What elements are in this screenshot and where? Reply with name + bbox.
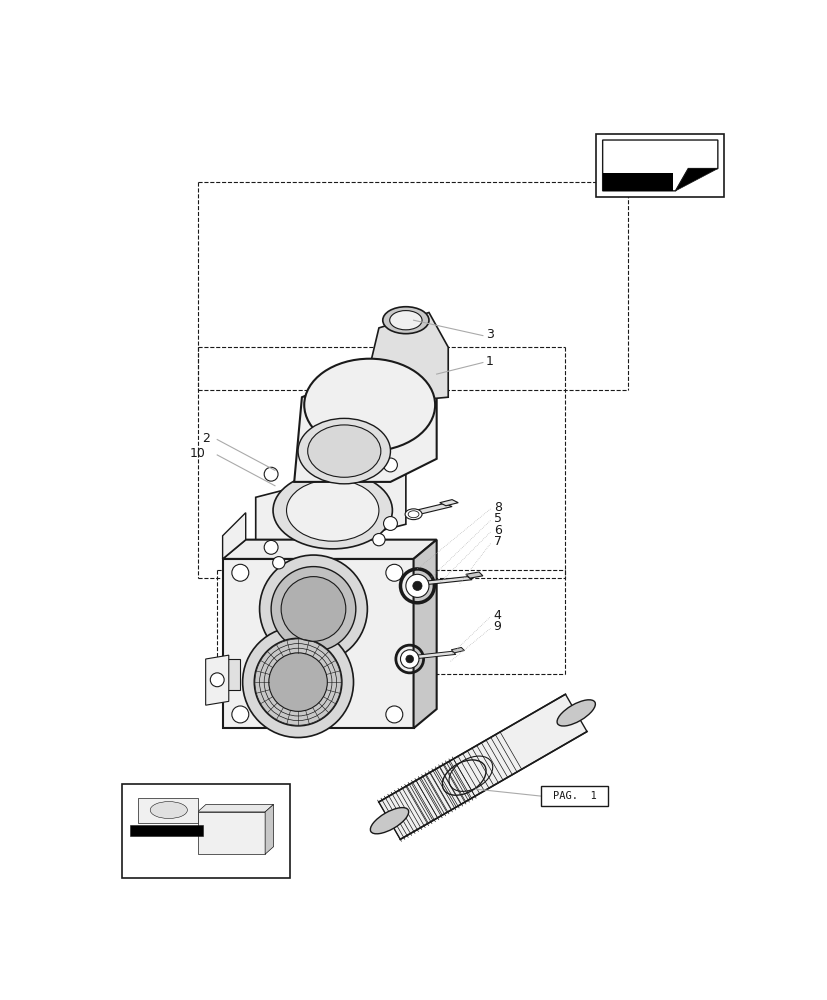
Circle shape <box>269 653 327 711</box>
Polygon shape <box>602 140 717 191</box>
Polygon shape <box>222 540 436 559</box>
Ellipse shape <box>273 472 392 549</box>
Circle shape <box>259 555 367 663</box>
Polygon shape <box>130 825 203 836</box>
Circle shape <box>232 706 248 723</box>
Ellipse shape <box>408 511 418 518</box>
Circle shape <box>272 557 284 569</box>
Text: 1: 1 <box>485 355 493 368</box>
Circle shape <box>281 577 346 641</box>
Polygon shape <box>451 647 464 653</box>
Circle shape <box>405 655 413 663</box>
Ellipse shape <box>308 425 380 477</box>
Text: 8: 8 <box>493 501 501 514</box>
Circle shape <box>254 638 342 726</box>
Circle shape <box>385 706 402 723</box>
Text: 6: 6 <box>493 524 501 537</box>
Polygon shape <box>265 804 273 854</box>
Polygon shape <box>205 655 228 705</box>
Polygon shape <box>409 651 456 659</box>
FancyBboxPatch shape <box>540 786 608 806</box>
Polygon shape <box>256 459 405 563</box>
Ellipse shape <box>370 808 409 834</box>
Text: 9: 9 <box>493 620 501 633</box>
Circle shape <box>264 540 278 554</box>
Polygon shape <box>138 798 198 823</box>
Circle shape <box>232 564 248 581</box>
Ellipse shape <box>404 509 422 520</box>
FancyBboxPatch shape <box>595 134 723 197</box>
Circle shape <box>413 581 422 590</box>
Ellipse shape <box>382 307 428 334</box>
Text: PAG.  1: PAG. 1 <box>552 791 595 801</box>
Polygon shape <box>294 359 436 482</box>
Polygon shape <box>378 694 586 839</box>
Ellipse shape <box>304 359 435 451</box>
Ellipse shape <box>298 418 390 484</box>
Ellipse shape <box>557 700 595 726</box>
Polygon shape <box>405 503 452 516</box>
Polygon shape <box>222 559 413 728</box>
Circle shape <box>264 467 278 481</box>
Polygon shape <box>359 312 447 409</box>
Polygon shape <box>602 173 672 191</box>
Circle shape <box>270 567 356 651</box>
Circle shape <box>210 673 224 687</box>
Ellipse shape <box>286 480 379 541</box>
Circle shape <box>383 458 397 472</box>
Polygon shape <box>466 572 482 578</box>
Ellipse shape <box>390 311 422 330</box>
FancyBboxPatch shape <box>122 784 290 878</box>
Polygon shape <box>222 659 240 690</box>
Text: 5: 5 <box>493 512 501 525</box>
Polygon shape <box>439 500 457 506</box>
Text: 2: 2 <box>202 432 209 445</box>
Polygon shape <box>198 804 273 812</box>
Text: 3: 3 <box>485 328 493 341</box>
Ellipse shape <box>150 802 187 818</box>
Polygon shape <box>417 577 471 585</box>
Circle shape <box>400 650 418 668</box>
Circle shape <box>383 517 397 530</box>
Polygon shape <box>413 540 436 728</box>
Polygon shape <box>675 169 717 191</box>
Circle shape <box>385 564 402 581</box>
Circle shape <box>242 627 353 738</box>
Circle shape <box>372 533 385 546</box>
Circle shape <box>405 574 428 597</box>
Polygon shape <box>222 513 246 559</box>
Text: 10: 10 <box>189 447 205 460</box>
Text: 4: 4 <box>493 609 501 622</box>
Text: 7: 7 <box>493 535 501 548</box>
Polygon shape <box>198 812 265 854</box>
